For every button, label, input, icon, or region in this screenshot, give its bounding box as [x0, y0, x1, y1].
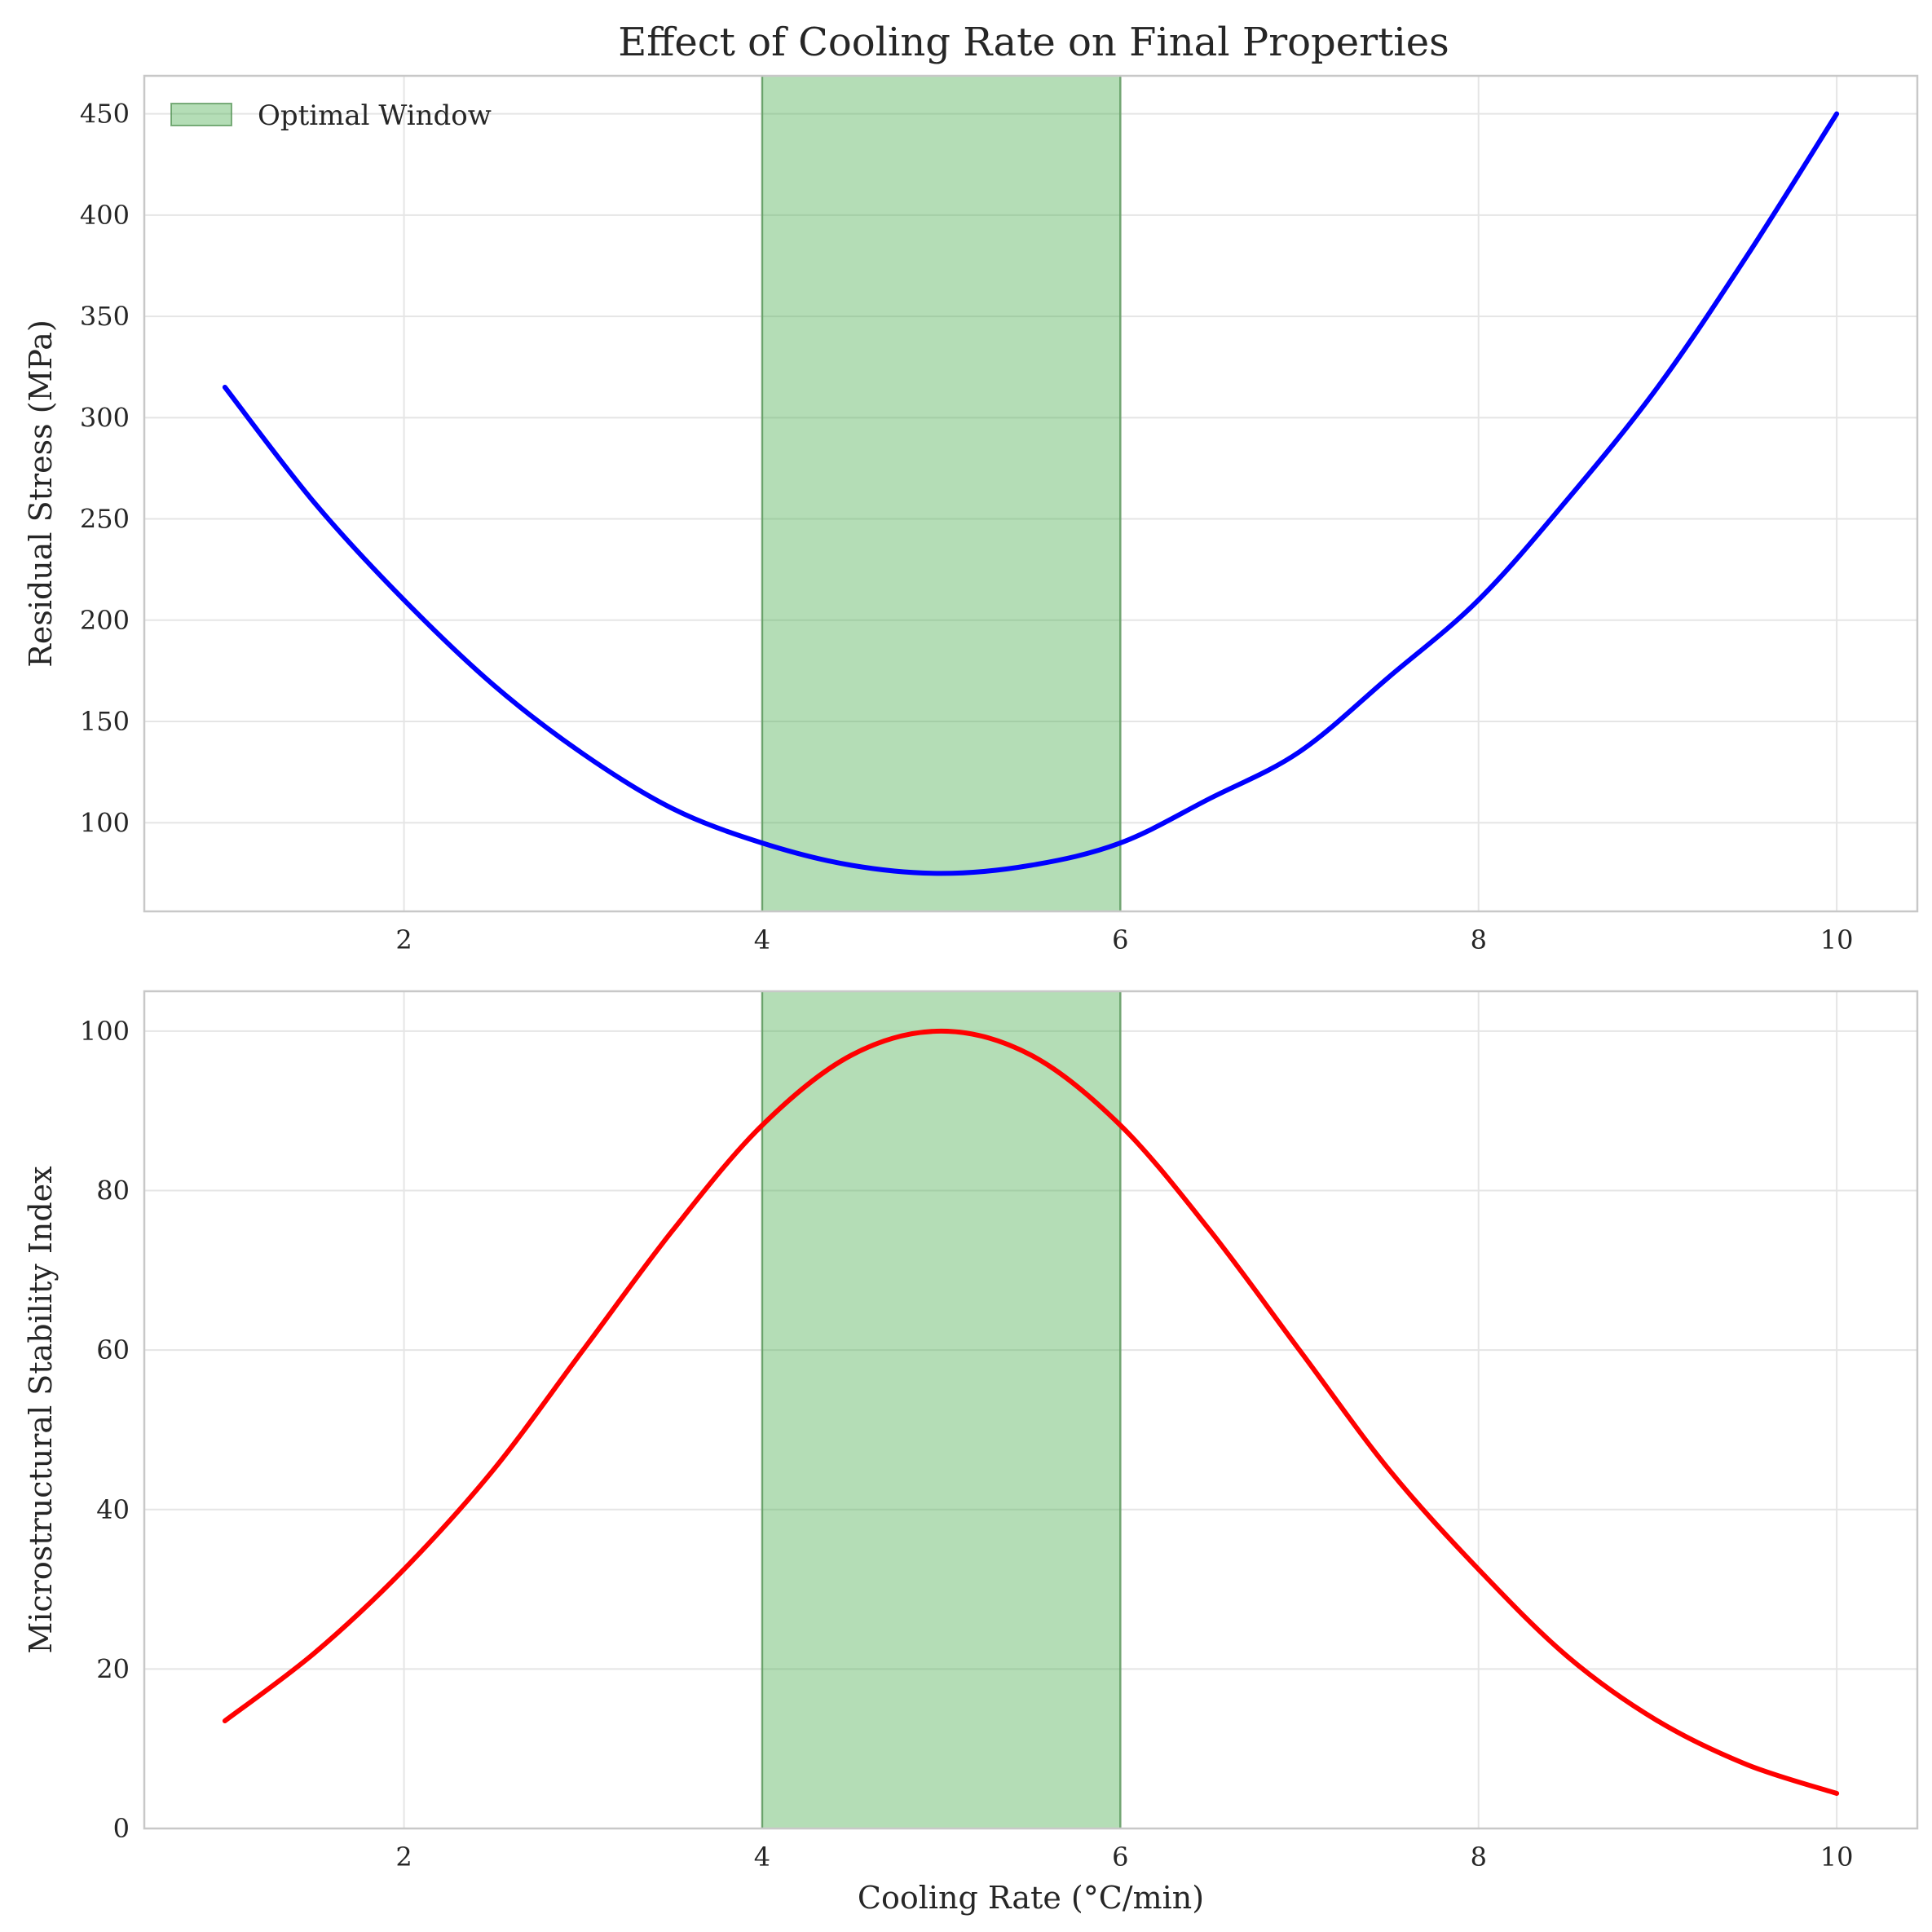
y-tick-label: 20 — [96, 1653, 130, 1684]
y-tick-label: 350 — [80, 301, 130, 332]
x-tick-label: 2 — [395, 924, 412, 955]
x-tick-label: 8 — [1471, 924, 1487, 955]
residual-stress-panel: 2 4 6 8 10 100 150 200 250 300 350 400 450 Residual S… — [23, 74, 1919, 955]
y-tick-label: 80 — [96, 1176, 130, 1206]
x-tick-label: 10 — [1820, 1842, 1854, 1872]
y-tick-label: 0 — [113, 1813, 130, 1844]
x-tick-label: 8 — [1471, 1842, 1487, 1872]
y-axis-label: Residual Stress (MPa) — [23, 320, 59, 668]
x-tick-label: 4 — [754, 924, 770, 955]
x-axis-label: Cooling Rate (°C/min) — [858, 1880, 1204, 1916]
y-tick-label: 250 — [80, 504, 130, 535]
y-tick-label: 100 — [80, 1016, 130, 1047]
x-tick-label: 6 — [1112, 924, 1128, 955]
series-line — [222, 111, 1840, 876]
series-line — [222, 1028, 1840, 1796]
chart-title: Effect of Cooling Rate on Final Properti… — [618, 20, 1449, 65]
y-axis-label: Microstructural Stability Index — [23, 1166, 59, 1653]
x-tick-label: 6 — [1112, 1842, 1128, 1872]
x-tick-label: 4 — [754, 1842, 770, 1872]
y-tick-label: 100 — [80, 807, 130, 838]
plot-frame — [143, 990, 1919, 1830]
plot-frame — [143, 74, 1919, 913]
y-tick-label: 150 — [80, 706, 130, 737]
y-tick-label: 40 — [96, 1494, 130, 1525]
y-tick-label: 200 — [80, 605, 130, 636]
legend-swatch — [170, 103, 232, 126]
y-tick-label: 60 — [96, 1334, 130, 1365]
x-tick-label: 2 — [395, 1842, 412, 1872]
x-tick-label: 10 — [1820, 924, 1854, 955]
y-tick-label: 400 — [80, 200, 130, 231]
legend-entry: Optimal Window — [258, 99, 492, 132]
optimal-window-span — [761, 991, 1121, 1828]
y-tick-label: 450 — [80, 99, 130, 130]
y-tick-label: 300 — [80, 402, 130, 433]
optimal-window-span — [761, 76, 1121, 911]
